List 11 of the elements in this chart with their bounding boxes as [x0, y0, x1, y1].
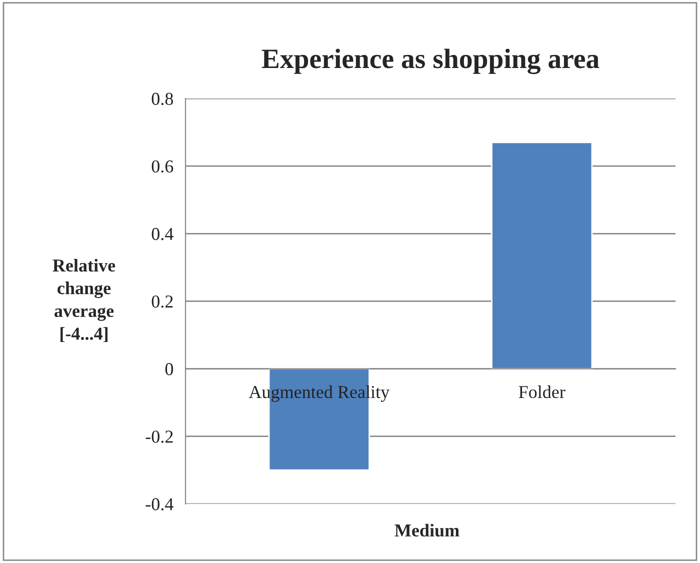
y-tick-label: -0.4 — [146, 498, 174, 510]
x-tick-label: Folder — [518, 385, 566, 398]
y-tick-label: 0.6 — [152, 160, 174, 173]
y-axis-title: Relative change average [-4...4] — [52, 258, 116, 342]
y-tick-label: -0.2 — [146, 430, 173, 443]
chart-title: Experience as shopping area — [262, 48, 600, 74]
y-tick-label: 0.2 — [152, 295, 173, 308]
y-tick-label: 0 — [165, 363, 174, 376]
y-tick-label: 0.4 — [152, 228, 174, 240]
x-axis-title: Medium — [394, 524, 460, 537]
y-tick-label: 0.8 — [152, 92, 174, 106]
